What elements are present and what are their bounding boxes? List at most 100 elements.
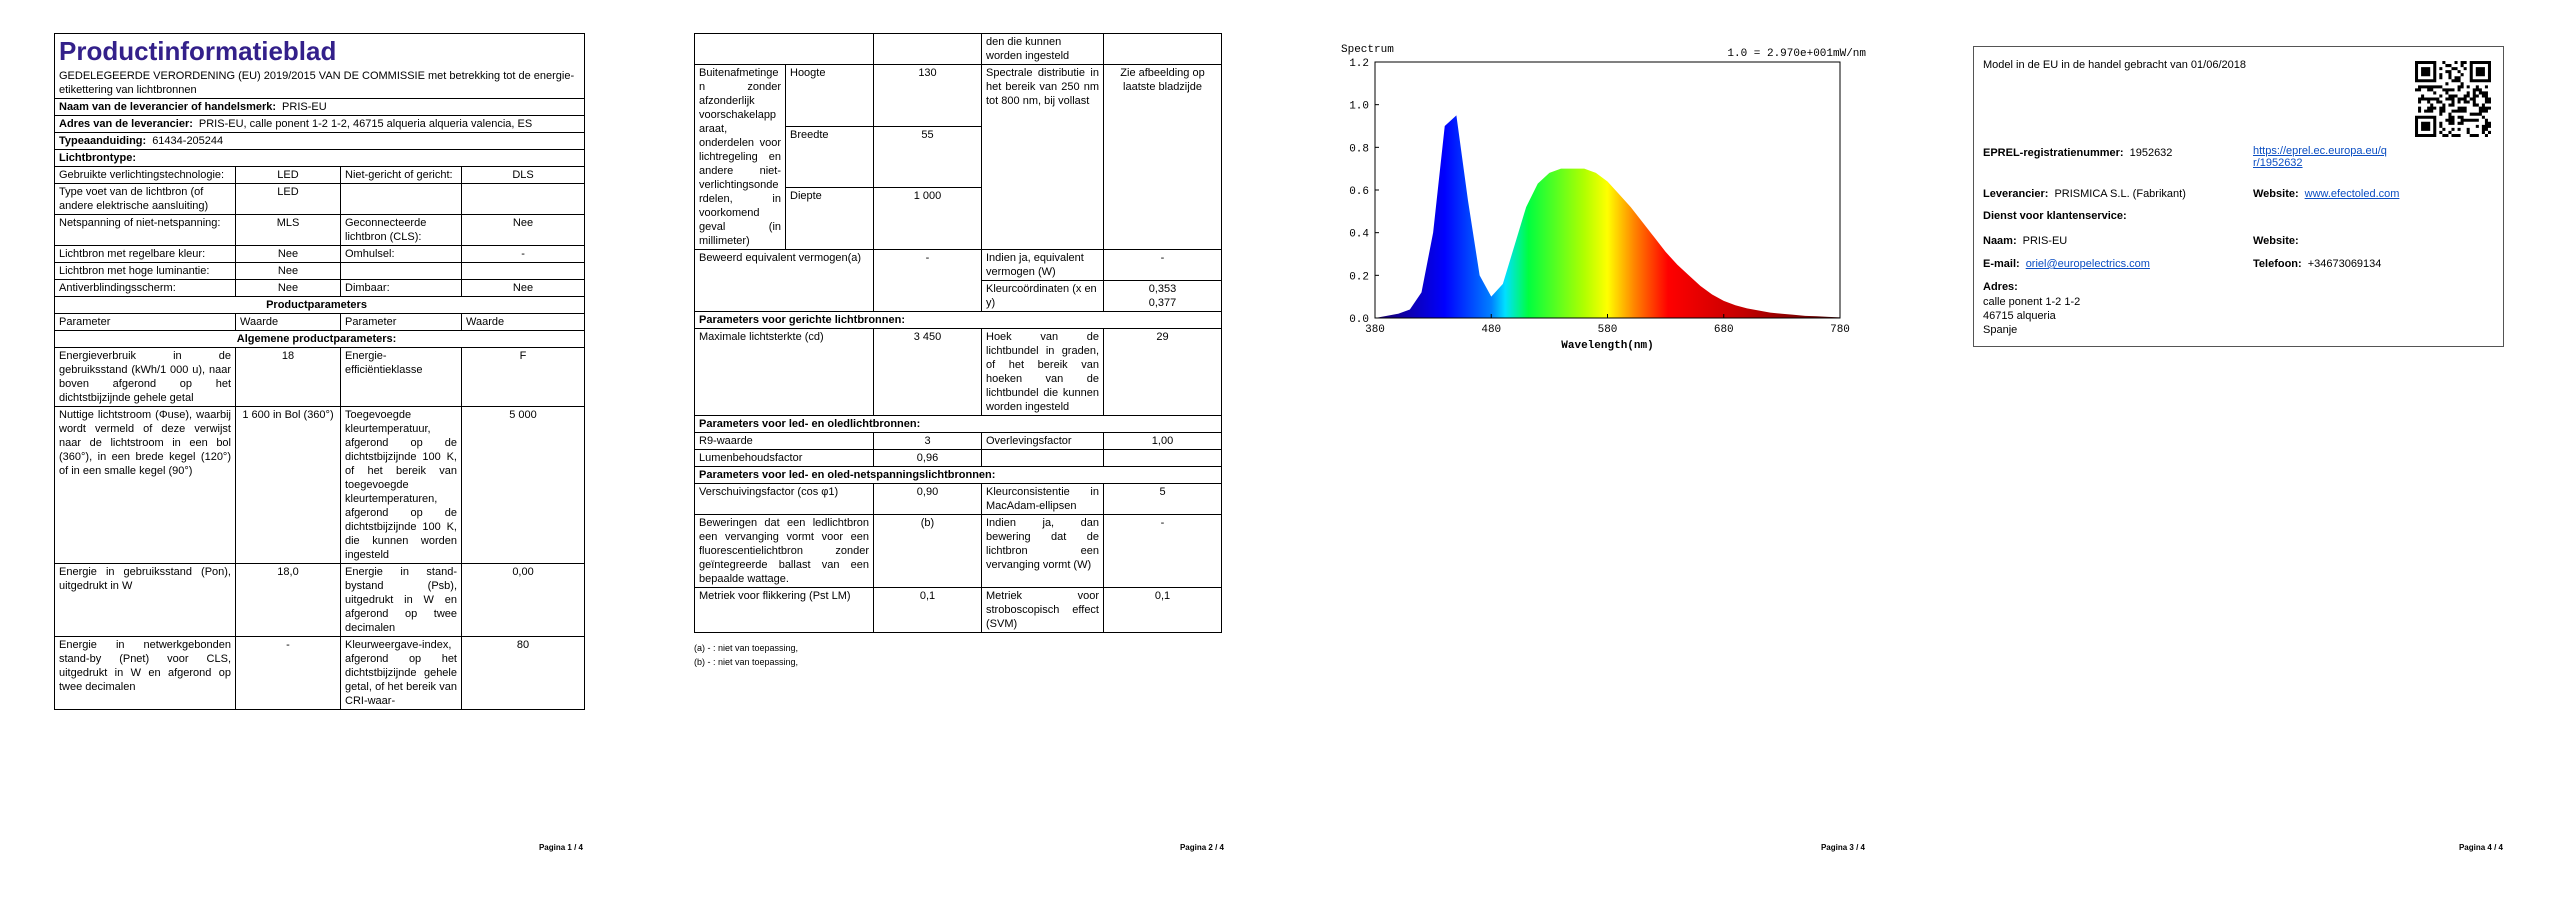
table-row: Typeaanduiding: 61434-205244 bbox=[54, 132, 585, 150]
cell-text: Hoek van de lichtbundel in graden, of he… bbox=[986, 331, 1099, 413]
cell-text: Energie in gebruiksstand (Pon), uitgedru… bbox=[59, 566, 231, 592]
x-tick-label: 580 bbox=[1598, 324, 1618, 336]
field-value: 1952632 bbox=[2129, 147, 2173, 159]
cell-text: - bbox=[925, 252, 930, 264]
field-value: PRIS-EU bbox=[2022, 235, 2068, 247]
table-cell: Lichtbron met hoge luminantie: bbox=[54, 262, 236, 280]
cell-text: Zie afbeelding op laatste bladzijde bbox=[1120, 67, 1205, 93]
cell-text: Kleurweergave-index, afgerond op het dic… bbox=[345, 639, 457, 707]
table-cell: F bbox=[460, 347, 585, 407]
table-cell: Parameters voor gerichte lichtbronnen: bbox=[694, 311, 1222, 329]
cell-text: Algemene productparameters: bbox=[236, 333, 397, 345]
table-cell: Parameter bbox=[54, 313, 236, 331]
cell-text: MLS bbox=[276, 217, 300, 229]
cell-text: Waarde bbox=[466, 316, 505, 328]
table-cell: Energie-efficiëntieklasse bbox=[340, 347, 462, 407]
table-row: Netspanning of niet-netspanning: MLS Gecon… bbox=[54, 214, 585, 246]
cell-text: Lichtbron met hoge luminantie: bbox=[59, 265, 210, 277]
table-cell: 0,353 0,377 bbox=[1103, 280, 1222, 312]
table-cell: DLS bbox=[460, 166, 585, 184]
cell-text: Kleurconsistentie in MacAdam-ellipsen bbox=[986, 486, 1099, 512]
table-cell bbox=[981, 449, 1104, 467]
table-row: Metriek voor flikkering (Pst LM) 0,1 Metri… bbox=[694, 587, 1222, 633]
cell-text: Beweringen dat een ledlichtbron een verv… bbox=[699, 517, 869, 585]
table-row: Breedte 55 bbox=[695, 125, 1222, 189]
table-cell: Energie in stand-bystand (Psb), uitgedru… bbox=[340, 563, 462, 637]
table: Productinformatieblad GEDELEGEERDE VERORD… bbox=[54, 33, 585, 710]
table-cell: Kleurcoördinaten (x en y) bbox=[981, 280, 1104, 312]
x-tick-label: 780 bbox=[1830, 324, 1850, 336]
cell-text: 0,1 bbox=[1154, 590, 1171, 602]
table-cell: Energieverbruik in de gebruiksstand (kWh… bbox=[54, 347, 236, 407]
table-row: Gebruikte verlichtingstechnologie: LED Nie… bbox=[54, 166, 585, 184]
cell-text: Productparameters bbox=[266, 299, 367, 311]
table-cell: Antiverblindingsscherm: bbox=[54, 279, 236, 297]
cell-text: Productinformatieblad bbox=[59, 36, 337, 66]
table-cell: 0,1 bbox=[1103, 587, 1222, 633]
table-cell bbox=[340, 262, 462, 280]
cell-text: 80 bbox=[516, 639, 530, 651]
table-cell: 3 450 bbox=[873, 328, 982, 416]
cell-text: Type voet van de lichtbron (of andere el… bbox=[59, 186, 209, 212]
cell-text: Verschuivingsfactor (cos φ1) bbox=[699, 486, 839, 498]
cell-text: LED bbox=[277, 169, 299, 181]
table-row: Parameter Waarde Parameter Waarde bbox=[54, 313, 585, 331]
cell-text: 29 bbox=[1156, 331, 1169, 343]
cell-text: 0,353 bbox=[1148, 283, 1177, 295]
cell-text: - bbox=[1160, 252, 1165, 264]
cell-text: Parameter bbox=[59, 316, 111, 328]
table-row: Lichtbron met regelbare kleur: Nee Omhulse… bbox=[54, 245, 585, 263]
cell-text: Omhulsel: bbox=[345, 248, 395, 260]
field-label: EPREL-registratienummer: bbox=[1983, 147, 2124, 159]
table-cell: Beweringen dat een ledlichtbron een verv… bbox=[694, 514, 874, 588]
cell-text: 1 000 bbox=[913, 190, 942, 203]
field-label: Website: bbox=[2253, 188, 2299, 200]
y-tick-label: 0.4 bbox=[1349, 229, 1369, 241]
field-value: PRISMICA S.L. (Fabrikant) bbox=[2054, 188, 2186, 200]
link[interactable]: www.efectoled.com bbox=[2304, 188, 2400, 200]
cell-text: Gebruikte verlichtingstechnologie: bbox=[59, 169, 225, 181]
spectrum-area bbox=[1375, 115, 1840, 318]
page-footer: Pagina 1 / 4 bbox=[538, 843, 583, 852]
cell-text: Overlevingsfactor bbox=[986, 435, 1072, 447]
table-cell: Hoogte bbox=[785, 64, 874, 127]
table-cell bbox=[1103, 449, 1222, 467]
table-cell: 0,00 bbox=[460, 563, 585, 637]
cell-text: (b) bbox=[920, 517, 935, 529]
cell-text: F bbox=[519, 350, 527, 362]
field-value: calle ponent 1-2 1-2 bbox=[1983, 296, 2081, 308]
table-cell: 29 bbox=[1103, 328, 1222, 416]
cell-text: Beweerd equivalent vermogen(a) bbox=[699, 252, 862, 264]
table-body: Productinformatieblad GEDELEGEERDE VERORD… bbox=[54, 33, 585, 710]
y-tick-label: 0.8 bbox=[1349, 143, 1369, 155]
table-cell: Maximale lichtsterkte (cd) bbox=[694, 328, 874, 416]
table-row: Antiverblindingsscherm: Nee Dimbaar: Nee bbox=[54, 279, 585, 297]
table-cell: - bbox=[460, 245, 585, 263]
table-cell: Naam van de leverancier of handelsmerk: P… bbox=[54, 98, 585, 116]
table-row: R9-waarde 3 Overlevingsfactor 1,00 bbox=[694, 432, 1222, 450]
table-cell: 0,1 bbox=[873, 587, 982, 633]
table-cell: Lumenbehoudsfactor bbox=[694, 449, 874, 467]
table-row: Energie in gebruiksstand (Pon), uitgedru… bbox=[54, 563, 585, 637]
link[interactable]: oriel@europelectrics.com bbox=[2025, 258, 2150, 270]
table-cell: Productparameters bbox=[54, 296, 585, 314]
cell-text: DLS bbox=[512, 169, 534, 181]
table-cell: Lichtbrontype: bbox=[54, 149, 585, 167]
info-line: 46715 alqueria bbox=[1983, 310, 2056, 322]
table-cell: Geconnecteerde lichtbron (CLS): bbox=[340, 214, 462, 246]
cell-text: 0,00 bbox=[512, 566, 534, 578]
table-row: Parameters voor led- en oledlichtbronnen… bbox=[694, 415, 1222, 433]
table-cell: Adres van de leverancier: PRIS-EU, calle … bbox=[54, 115, 585, 133]
cell-text: LED bbox=[277, 186, 299, 198]
table-row: Productparameters bbox=[54, 296, 585, 314]
table-row: Lumenbehoudsfactor 0,96 bbox=[694, 449, 1222, 467]
table-cell: Hoek van de lichtbundel in graden, of he… bbox=[981, 328, 1104, 416]
link[interactable]: https://eprel.ec.europa.eu/qr/1952632 bbox=[2253, 145, 2387, 169]
cell-text: Parameters voor led- en oledlichtbronnen… bbox=[699, 418, 921, 430]
cell-text: Spectrale distributie in het bereik van … bbox=[986, 67, 1099, 107]
cell-text: Geconnecteerde lichtbron (CLS): bbox=[345, 217, 427, 243]
table-row: Maximale lichtsterkte (cd) 3 450 Hoek van … bbox=[694, 328, 1222, 416]
cell-text: - bbox=[521, 248, 525, 260]
